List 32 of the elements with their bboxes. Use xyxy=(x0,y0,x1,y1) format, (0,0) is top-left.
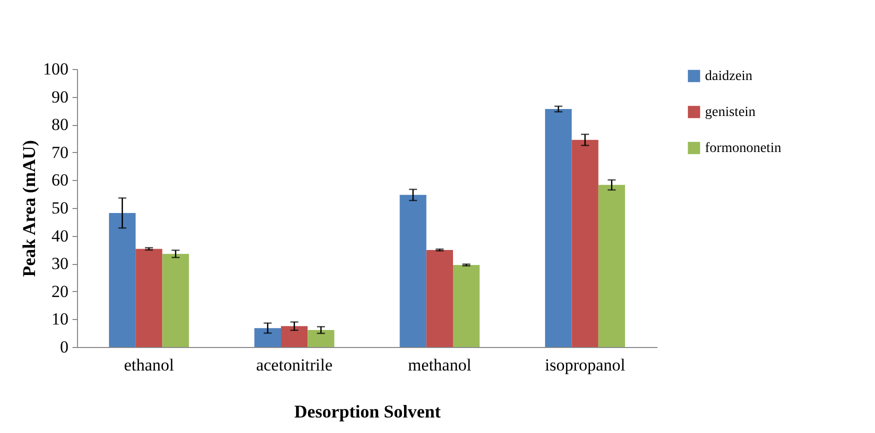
x-tick-label: acetonitrile xyxy=(256,356,333,374)
bar xyxy=(136,248,162,347)
bar xyxy=(254,328,281,347)
bar xyxy=(308,330,334,347)
bar xyxy=(545,109,572,347)
x-tick-label: ethanol xyxy=(124,356,174,374)
legend-label: daidzein xyxy=(705,69,752,84)
y-tick-label: 80 xyxy=(52,115,68,134)
y-tick-label: 30 xyxy=(52,254,68,274)
y-tick-label: 70 xyxy=(52,142,68,162)
x-tick-label: methanol xyxy=(408,356,472,374)
bar xyxy=(108,213,136,347)
bar xyxy=(572,140,598,347)
legend-label: genistein xyxy=(705,105,756,120)
y-tick-label: 20 xyxy=(52,282,68,301)
y-tick-label: 10 xyxy=(52,310,68,329)
bar xyxy=(598,184,626,347)
y-axis-title: Peak Area (mAU) xyxy=(19,140,39,277)
bar xyxy=(400,194,426,347)
bar xyxy=(426,250,454,347)
bar xyxy=(453,264,480,347)
x-axis-title: Desorption Solvent xyxy=(294,402,441,422)
y-tick-label: 90 xyxy=(52,87,68,106)
y-tick-label: 60 xyxy=(52,170,68,190)
y-tick-label: 0 xyxy=(60,338,68,356)
bar xyxy=(280,326,308,347)
y-tick-label: 50 xyxy=(52,198,68,218)
legend-label: formononetin xyxy=(705,141,782,156)
y-tick-label: 40 xyxy=(52,226,68,246)
bar xyxy=(162,254,189,347)
y-tick-label: 100 xyxy=(43,60,68,78)
x-tick-label: isopropanol xyxy=(544,356,626,374)
